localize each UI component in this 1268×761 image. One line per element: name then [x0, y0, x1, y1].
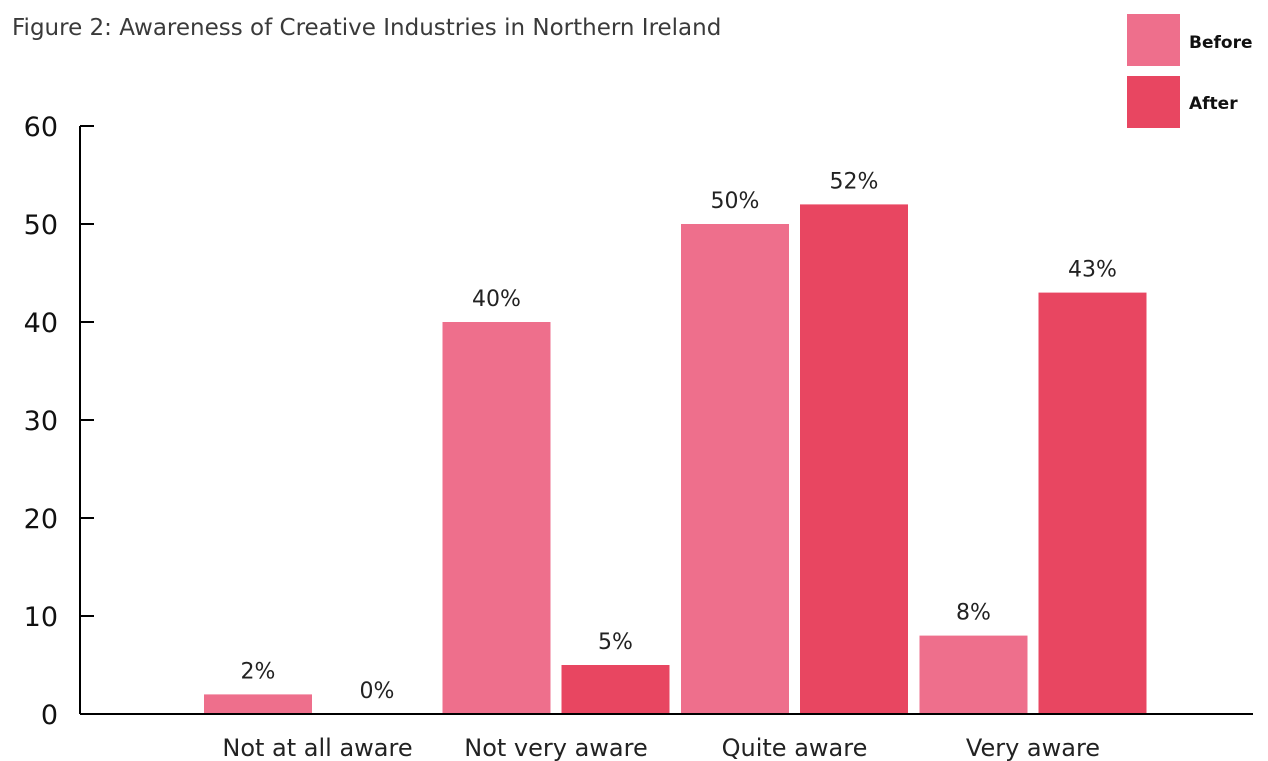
data-label: 40% — [472, 287, 521, 312]
bars — [204, 204, 1147, 714]
y-tick-label: 10 — [24, 602, 58, 633]
y-tick-label: 20 — [24, 504, 58, 535]
data-label: 43% — [1068, 258, 1117, 283]
y-tick-label: 30 — [24, 406, 58, 437]
x-tick-label: Quite aware — [722, 734, 868, 761]
data-label: 5% — [598, 630, 633, 655]
bar-after-very-aware — [1038, 292, 1147, 714]
y-tick-label: 50 — [24, 210, 58, 241]
y-tick-label: 40 — [24, 308, 58, 339]
y-tick-label: 0 — [41, 700, 58, 731]
bar-before-very-aware — [919, 635, 1028, 714]
y-tick-label: 60 — [24, 112, 58, 143]
bar-before-not-at-all-aware — [204, 694, 312, 714]
legend-swatch-before — [1127, 14, 1180, 66]
x-tick-label: Not at all aware — [222, 734, 412, 761]
bar-after-not-very-aware — [561, 665, 670, 714]
data-labels: 2% 0% 40% 5% 50% 52% 8% 43% — [241, 169, 1117, 704]
bar-after-quite-aware — [800, 204, 908, 714]
legend-label-before: Before — [1189, 33, 1252, 53]
y-axis: 0 10 20 30 40 50 60 — [24, 112, 94, 731]
x-tick-label: Very aware — [966, 734, 1100, 761]
chart-title: Figure 2: Awareness of Creative Industri… — [12, 15, 721, 41]
data-label: 0% — [360, 679, 395, 704]
data-label: 2% — [241, 659, 276, 684]
bar-before-not-very-aware — [442, 322, 551, 714]
x-axis: Not at all aware Not very aware Quite awar… — [80, 713, 1253, 761]
legend-swatch-after — [1127, 76, 1180, 128]
bar-before-quite-aware — [681, 224, 789, 714]
legend: Before After — [1127, 14, 1252, 128]
x-tick-label: Not very aware — [464, 734, 648, 761]
data-label: 50% — [711, 189, 760, 214]
legend-label-after: After — [1189, 94, 1238, 114]
data-label: 52% — [830, 169, 879, 194]
data-label: 8% — [956, 601, 991, 626]
